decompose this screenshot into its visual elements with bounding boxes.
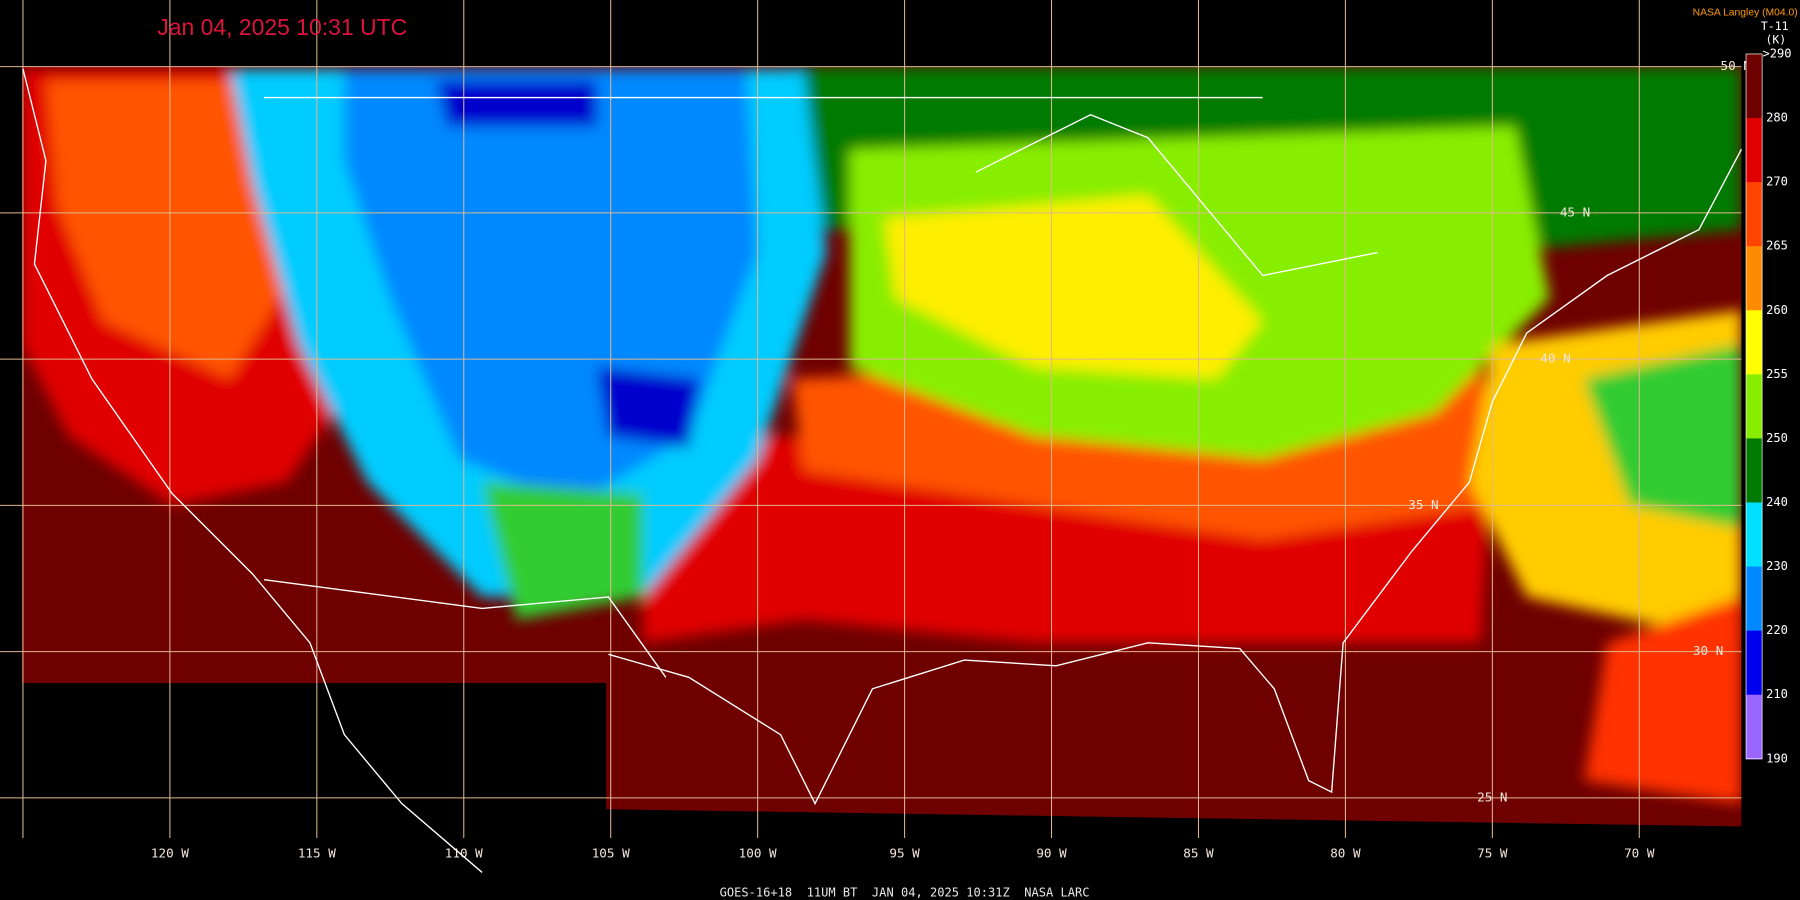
cold-core — [596, 367, 701, 448]
longitude-label: 100 W — [739, 846, 777, 861]
longitude-label: 75 W — [1477, 846, 1508, 861]
timestamp-title: Jan 04, 2025 10:31 UTC — [157, 14, 407, 40]
colorbar-segment — [1746, 310, 1763, 375]
midwest-yellow — [883, 195, 1263, 379]
boundaries — [22, 68, 1743, 873]
colorbar-label: 260 — [1766, 303, 1788, 317]
colorbar-label: >290 — [1763, 46, 1792, 60]
longitude-label: 95 W — [889, 846, 920, 861]
longitude-label: 90 W — [1036, 846, 1067, 861]
colorbar-label: 190 — [1766, 751, 1788, 765]
credit: NASA Langley (M04.0) — [1693, 7, 1798, 18]
product: T-11 — [1761, 19, 1789, 33]
longitude-label: 85 W — [1183, 846, 1214, 861]
colorbar-label: 255 — [1766, 367, 1788, 381]
longitude-label: 110 W — [445, 846, 483, 861]
colorbar-segment — [1746, 246, 1763, 311]
latitude-label: 30 N — [1693, 643, 1723, 658]
colorbar-segment — [1746, 566, 1763, 632]
colorbar-label: 250 — [1766, 431, 1788, 445]
colorbar-segment — [1746, 182, 1763, 247]
footer: GOES-16+18 11UM BT JAN 04, 2025 10:31Z N… — [720, 886, 1090, 900]
atlantic-green — [1584, 344, 1742, 529]
colorbar-segment — [1746, 502, 1763, 568]
great-lakes — [975, 114, 1378, 277]
southern-border — [263, 579, 667, 678]
gulf-atlantic-coast — [608, 148, 1743, 806]
cold-core-north — [436, 80, 597, 127]
unit: (K) — [1766, 33, 1787, 47]
atlantic-streaks — [1584, 596, 1742, 804]
longitude-label: 80 W — [1330, 846, 1361, 861]
colorbar-label: 240 — [1766, 495, 1788, 509]
longitude-label: 120 W — [151, 846, 189, 861]
colorbar-segment — [1746, 118, 1763, 183]
longitude-label: 105 W — [592, 846, 630, 861]
southwest-green — [482, 482, 643, 620]
latitude-label: 40 N — [1540, 351, 1570, 366]
colorbar-label: 210 — [1766, 687, 1788, 701]
colorbar-segment — [1746, 374, 1763, 439]
colorbar-segment — [1746, 694, 1763, 760]
graticule: 120 W 115 W 110 W 105 W 100 W 95 W 90 W 85 W 80 … — [0, 0, 1751, 861]
colorbar-label: 270 — [1766, 175, 1788, 189]
latitude-label: 35 N — [1408, 497, 1438, 512]
longitude-label: 115 W — [298, 846, 336, 861]
colorbar-segment — [1746, 53, 1763, 119]
colorbar-label: 265 — [1766, 239, 1788, 253]
latitude-label: 45 N — [1560, 204, 1590, 219]
latitude-label: 25 N — [1477, 789, 1507, 804]
colorbar: >290 280 270 265 260 255 250 240 230 220 210 190 — [1745, 46, 1792, 765]
colorbar-segment — [1746, 438, 1763, 504]
imagery — [21, 66, 1742, 827]
colorbar-frame — [1745, 53, 1763, 760]
longitude-label: 70 W — [1624, 846, 1655, 861]
colorbar-label: 230 — [1766, 559, 1788, 573]
west-orange — [45, 80, 287, 379]
colorbar-label: 220 — [1766, 623, 1788, 637]
latitude-label: 50 N — [1721, 58, 1751, 73]
colorbar-segment — [1746, 630, 1763, 696]
pacific-coast — [22, 68, 483, 873]
colorbar-label: 280 — [1766, 111, 1788, 125]
